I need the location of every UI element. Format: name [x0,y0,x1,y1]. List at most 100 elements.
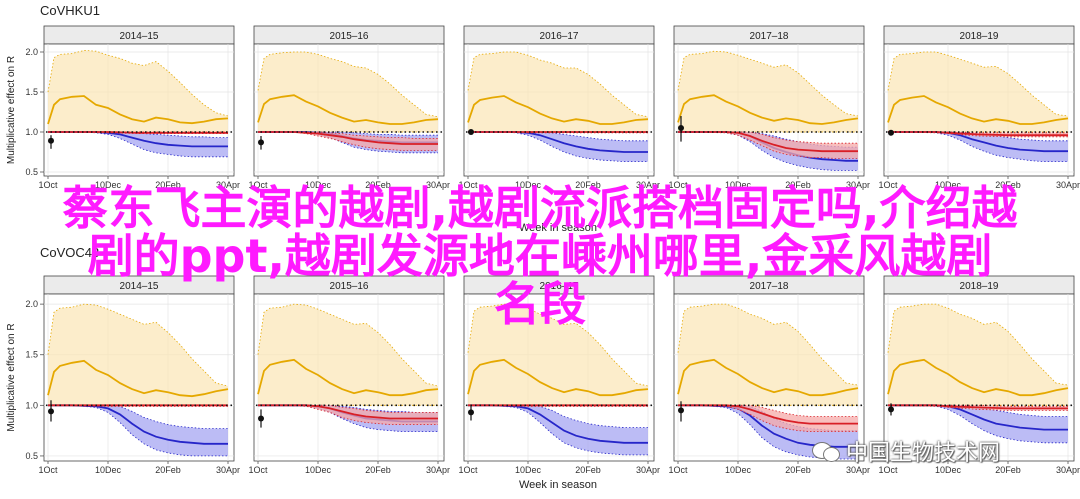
x-tick-label: 10Dec [725,180,752,190]
series-gold-band [258,304,438,406]
panel-2: 2015–16 1Oct 10Dec 20Feb 30Apr [248,25,450,190]
chart-title: CoVHKU1 [40,3,100,18]
x-tick-label: 10Dec [515,180,542,190]
x-tick-label: 10Dec [305,180,332,190]
x-tick-label: 1Oct [248,465,268,475]
series-gold-upper [887,51,1069,117]
x-tick-label: 1Oct [38,465,58,475]
series-gold-band [48,304,228,406]
point-estimate [888,406,894,413]
panel-1: 2014–15 1Oct 10Dec 20Feb 30Apr [38,275,240,475]
series-blue-band [888,132,1068,162]
x-tick-label: 10Dec [725,465,752,475]
series-gold-line [467,358,649,397]
wechat-icon [812,440,840,462]
x-tick-label: 10Dec [95,180,122,190]
series-red-line [48,131,228,134]
series-gold-upper [887,303,1069,386]
panel-1: 2014–15 1Oct 10Dec 20Feb 30Apr [38,25,240,190]
series-blue-band [678,132,858,171]
panel-label: 2018–19 [960,31,999,42]
x-tick-label: 30Apr [1056,180,1080,190]
x-tick-label: 20Feb [575,465,601,475]
x-tick-label: 1Oct [668,465,688,475]
x-tick-label: 20Feb [785,465,811,475]
series-red-band [258,132,438,151]
x-tick-label: 20Feb [155,180,181,190]
series-gold-band [48,50,228,132]
x-tick-label: 30Apr [846,465,870,475]
series-gold-band [678,304,858,406]
series-red-line [678,404,858,425]
y-tick-label: 1.5 [25,350,38,360]
x-tick-label: 20Feb [575,180,601,190]
series-gold-upper [467,51,649,118]
series-gold-line [47,95,229,125]
series-gold-upper [257,51,439,118]
series-blue-band [48,405,228,456]
x-tick-label: 20Feb [995,180,1021,190]
x-tick-label: 30Apr [636,180,660,190]
series-blue-lower [468,404,648,456]
headline-overlay: 蔡东飞主演的越剧,越剧流派搭档固定吗,介绍越 剧的ppt,越剧发源地在嵊州哪里,… [8,184,1072,328]
series-gold-band [888,52,1068,132]
x-tick-label: 30Apr [216,180,240,190]
series-gold-line [257,358,439,397]
series-gold-band [468,52,648,132]
panel-label: 2016–17 [540,281,579,292]
series-red-band [678,132,858,159]
panel-label: 2015–16 [330,31,369,42]
series-gold-line [47,359,229,398]
x-tick-label: 20Feb [365,465,391,475]
panel-3: 2016–17 1Oct 10Dec 20Feb 30Apr [458,275,660,475]
x-tick-label: 30Apr [426,465,450,475]
y-tick-label: 0.5 [25,451,38,461]
series-blue-band [468,405,648,455]
series-red-line [258,131,438,145]
y-tick-label: 1.5 [25,87,38,97]
chart-1: CoVHKU1 Multiplicative effect on R Week in… [6,3,1080,234]
chart-title: CoVOC43 [40,245,99,260]
series-blue-lower [48,404,228,457]
x-tick-label: 20Feb [155,465,181,475]
y-axis-label: Multiplicative effect on R [6,56,17,164]
series-gold-upper [257,303,439,387]
series-red-band [258,405,438,425]
series-gold-band [888,304,1068,406]
y-tick-label: 2.0 [25,299,38,309]
point-estimate [888,129,894,136]
series-gold-band [468,304,648,406]
x-tick-label: 20Feb [995,465,1021,475]
y-tick-label: 2.0 [25,47,38,57]
series-gold-line [257,94,439,125]
panel-3: 2016–17 1Oct 10Dec 20Feb 30Apr [458,25,660,190]
series-gold-band [258,52,438,132]
series-gold-line [677,94,859,125]
panel-label: 2017–18 [750,281,789,292]
x-tick-label: 1Oct [878,465,898,475]
x-tick-label: 1Oct [458,465,478,475]
panel-5: 2018–19 1Oct 10Dec 20Feb 30Apr [878,25,1080,190]
point-estimate [468,409,474,416]
panel-4: 2017–18 1Oct 10Dec 20Feb 30Apr [668,25,870,190]
panel-label: 2015–16 [330,281,369,292]
point-estimate [48,137,54,144]
x-tick-label: 30Apr [636,465,660,475]
panel-label: 2016–17 [540,31,579,42]
y-tick-label: 0.5 [25,167,38,177]
x-tick-label: 1Oct [38,180,58,190]
series-blue-band [48,132,228,157]
point-estimate [468,129,474,135]
panel-label: 2014–15 [120,31,159,42]
series-blue-band [888,405,1068,443]
series-red-lower [258,131,438,151]
series-blue-lower [678,404,858,460]
x-tick-label: 1Oct [668,180,688,190]
series-blue-line [48,404,228,445]
series-gold-band [678,51,858,133]
x-tick-label: 10Dec [935,465,962,475]
watermark-text: 中国生物技术网 [846,441,1001,466]
panel-5: 2018–19 1Oct 10Dec 20Feb 30Apr [878,275,1080,475]
x-tick-label: 30Apr [426,180,450,190]
series-red-upper [678,404,858,417]
